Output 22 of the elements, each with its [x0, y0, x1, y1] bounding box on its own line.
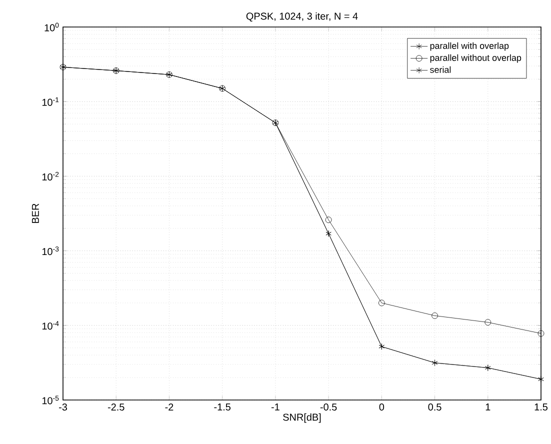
x-tick-label: -1.5 [214, 404, 230, 410]
legend-label: serial [430, 66, 451, 73]
x-tick-label: 0.5 [428, 404, 442, 411]
x-tick-label: 1 [486, 404, 490, 410]
y-tick-label: 10$^{-3}$ [42, 246, 59, 256]
y-tick-label: 10$^{-5}$ [42, 396, 59, 404]
x-tick-label: 0 [379, 404, 384, 411]
y-tick-label: 10$^{-4}$ [42, 321, 59, 330]
x-tick-label: 1.5 [534, 404, 548, 410]
legend-label: parallel without overlap [430, 54, 522, 63]
x-tick-label: -3 [59, 404, 67, 411]
x-tick-label: -2.5 [108, 404, 124, 411]
x-tick-label: -1 [271, 404, 280, 410]
x-axis-title: SNR[dB] [283, 413, 321, 423]
y-axis-title: BER [32, 204, 39, 223]
legend-label: parallel with overlap [430, 42, 509, 51]
x-tick-label: -0.5 [320, 404, 337, 411]
y-tick-label: 10$^{0}$ [44, 22, 59, 32]
y-tick-label: 10$^{-1}$ [42, 97, 59, 106]
y-tick-label: 10$^{-2}$ [42, 172, 59, 180]
x-tick-label: -2 [165, 404, 174, 410]
chart-title: QPSK, 1024, 3 iter, N = 4 [246, 12, 358, 22]
